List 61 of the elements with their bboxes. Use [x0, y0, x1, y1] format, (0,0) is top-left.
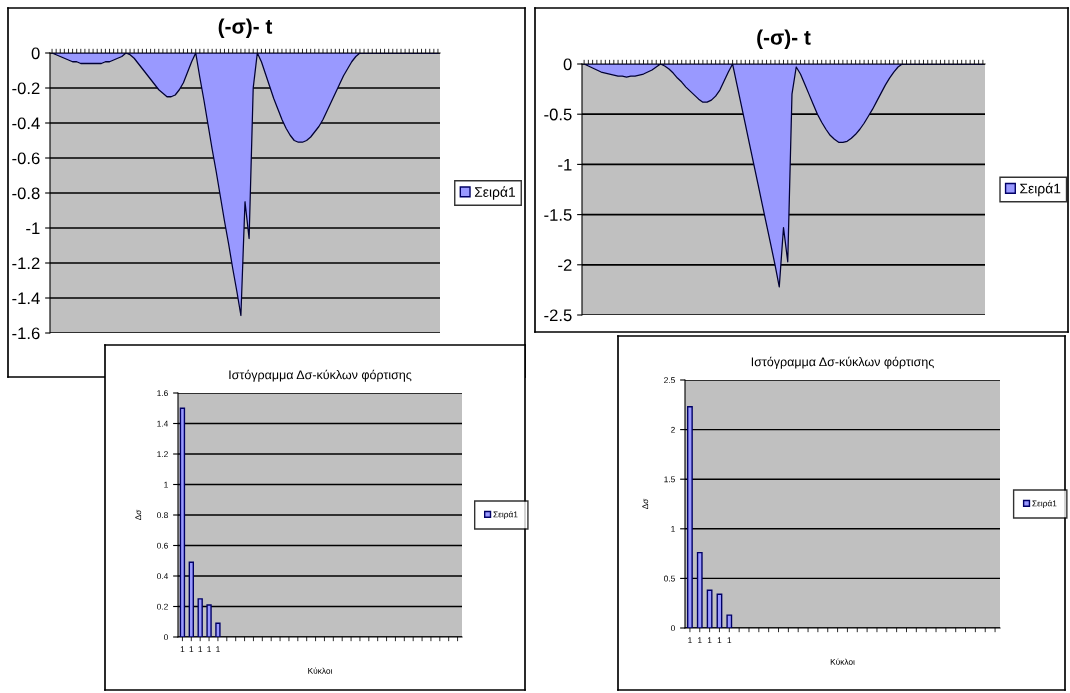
y-tick-label: -1.4 — [12, 292, 40, 305]
x-tick-label: 1 — [198, 646, 203, 653]
x-tick-label: 1 — [727, 637, 732, 644]
bar — [179, 407, 186, 637]
y-tick-label: -1.2 — [12, 257, 40, 270]
chart-title: Ιστόγραμμα Δσ-κύκλων φόρτισης — [751, 356, 934, 369]
y-tick-label: -0.6 — [12, 152, 40, 165]
bar — [696, 551, 703, 628]
legend-label: Σειρά1 — [1020, 182, 1061, 197]
x-axis-title: Κύκλοι — [308, 667, 333, 674]
y-axis-title: Δσ — [135, 509, 142, 521]
chart-title: (-σ)- t — [757, 29, 811, 49]
y-tick-label: 0.4 — [157, 573, 169, 580]
y-tick-label: -2.5 — [544, 309, 572, 322]
y-tick-label: -0.8 — [12, 187, 40, 200]
bar — [687, 406, 693, 628]
y-tick-label: -0.5 — [544, 108, 572, 121]
x-tick-label: 1 — [180, 646, 185, 653]
y-tick-label: 0.5 — [664, 575, 675, 582]
legend-label: Σειρά1 — [1032, 500, 1057, 508]
bar — [188, 561, 195, 637]
y-tick-label: 0 — [670, 625, 675, 632]
y-tick-label: 0.6 — [157, 542, 168, 549]
x-tick-label: 1 — [216, 646, 220, 653]
bar — [197, 598, 203, 637]
chart-title: Ιστόγραμμα Δσ-κύκλων φόρτισης — [229, 369, 412, 382]
y-tick-label: -1 — [26, 222, 40, 235]
bar — [706, 589, 713, 628]
y-tick-label: 0 — [163, 634, 168, 641]
y-tick-label: 0 — [31, 47, 40, 60]
y-tick-label: 0 — [563, 58, 572, 71]
legend-label: Σειρά1 — [493, 511, 518, 519]
x-tick-label: 1 — [688, 637, 692, 644]
y-tick-label: 1.5 — [664, 476, 675, 483]
x-tick-label: 1 — [698, 637, 702, 644]
x-tick-label: 1 — [717, 637, 722, 644]
y-tick-label: 1 — [671, 526, 675, 532]
y-tick-label: 2.5 — [664, 377, 675, 384]
legend-label: Σειρά1 — [474, 186, 516, 200]
x-tick-label: 1 — [707, 637, 712, 644]
x-tick-label: 1 — [207, 646, 211, 653]
y-tick-label: -1.6 — [12, 327, 40, 340]
y-tick-label: 2 — [671, 426, 675, 433]
y-tick-label: 1 — [164, 481, 168, 488]
bar — [215, 622, 221, 637]
chart-title: (-σ)- t — [218, 18, 273, 38]
x-tick-label: 1 — [189, 646, 194, 653]
y-tick-label: 1.2 — [157, 451, 168, 458]
y-tick-label: -0.2 — [12, 82, 40, 95]
y-tick-label: 0.2 — [157, 603, 168, 610]
y-tick-label: -1 — [558, 158, 572, 171]
y-tick-label: -0.4 — [12, 117, 40, 130]
bar — [726, 614, 733, 628]
y-tick-label: -1.5 — [544, 209, 572, 221]
y-tick-label: 1.4 — [157, 420, 169, 427]
bar — [206, 604, 212, 637]
y-tick-label: 0.8 — [157, 512, 168, 519]
y-axis-title: Δσ — [642, 498, 649, 510]
y-tick-label: -2 — [558, 259, 572, 271]
y-tick-label: 1.6 — [157, 390, 168, 397]
x-axis-title: Κύκλοι — [830, 658, 855, 665]
